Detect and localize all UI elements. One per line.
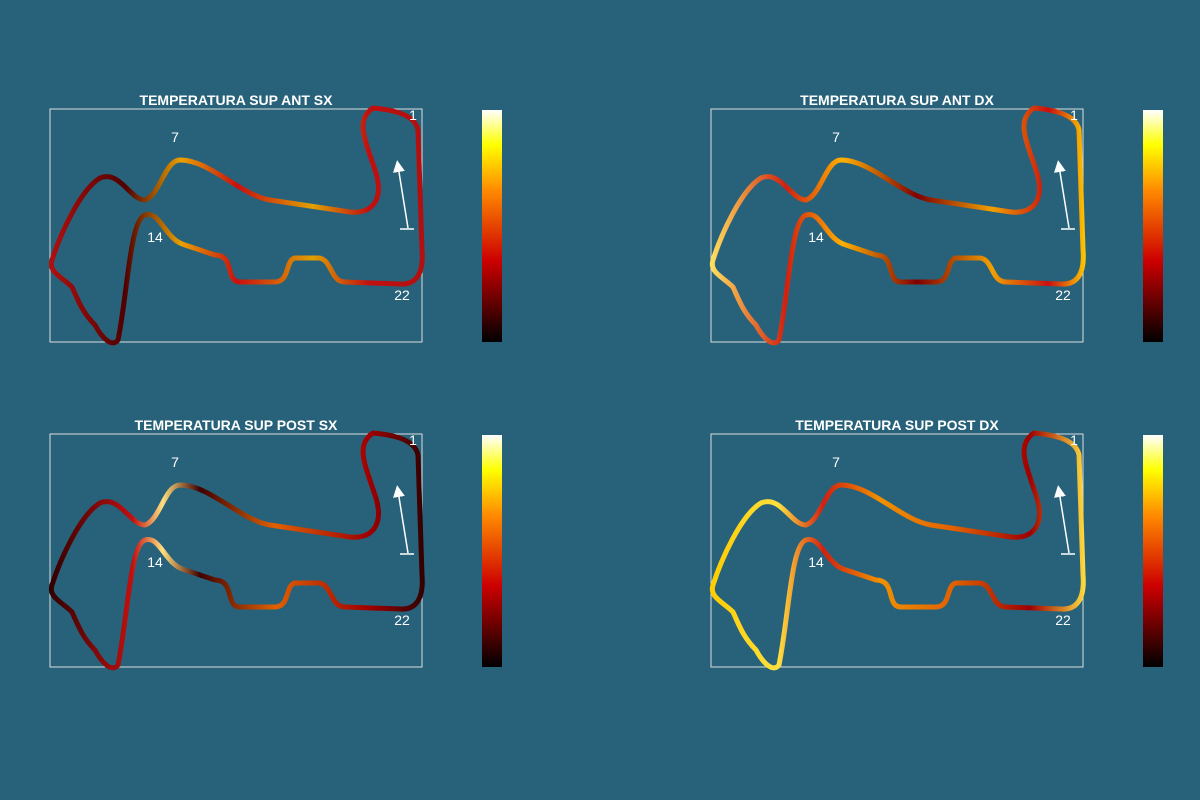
- turn-label: 7: [832, 129, 840, 145]
- track: [709, 430, 1086, 671]
- direction-arrow: [1054, 160, 1070, 229]
- direction-arrow: [393, 160, 409, 229]
- panel-title: TEMPERATURA SUP ANT DX: [800, 92, 994, 108]
- turn-label: 22: [1055, 612, 1071, 628]
- turn-label: 14: [808, 554, 824, 570]
- colorbar: [482, 110, 502, 342]
- turn-label: 1: [1070, 107, 1078, 123]
- turn-label: 7: [171, 454, 179, 470]
- turn-label: 22: [394, 287, 410, 303]
- turn-label: 22: [1055, 287, 1071, 303]
- track: [709, 105, 1086, 346]
- turn-label: 1: [409, 432, 417, 448]
- turn-label: 14: [147, 229, 163, 245]
- panel: TEMPERATURA SUP POST DX 1 7 14 22: [709, 417, 1163, 671]
- panel: TEMPERATURA SUP POST SX 1 7 14 22: [48, 417, 502, 671]
- turn-label: 14: [147, 554, 163, 570]
- track: [48, 105, 425, 346]
- turn-label: 22: [394, 612, 410, 628]
- panel-title: TEMPERATURA SUP POST DX: [795, 417, 999, 433]
- turn-label: 7: [832, 454, 840, 470]
- direction-arrow: [1054, 485, 1070, 554]
- turn-label: 14: [808, 229, 824, 245]
- direction-arrow: [393, 485, 409, 554]
- panel: TEMPERATURA SUP ANT SX 1 7 14 22: [48, 92, 502, 346]
- track: [48, 430, 425, 671]
- turn-label: 7: [171, 129, 179, 145]
- turn-label: 1: [409, 107, 417, 123]
- turn-label: 1: [1070, 432, 1078, 448]
- panel: TEMPERATURA SUP ANT DX 1 7 14 22: [709, 92, 1163, 346]
- colorbar: [1143, 110, 1163, 342]
- panel-title: TEMPERATURA SUP ANT SX: [140, 92, 334, 108]
- panel-title: TEMPERATURA SUP POST SX: [135, 417, 338, 433]
- colorbar: [482, 435, 502, 667]
- colorbar: [1143, 435, 1163, 667]
